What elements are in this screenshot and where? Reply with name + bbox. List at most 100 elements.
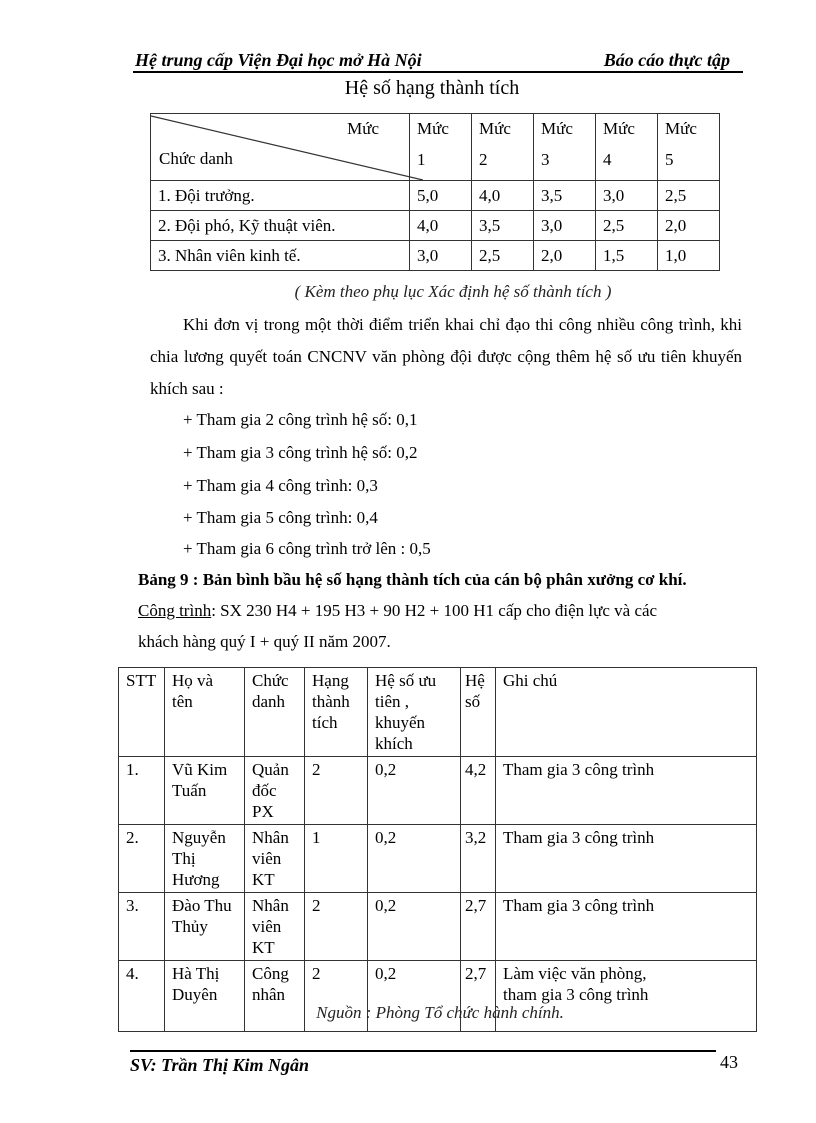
table-cell: Tham gia 3 công trình [495,824,757,893]
table-cell: 2 [304,892,368,961]
table-cell: Hạng thành tích [304,667,368,757]
table-cell: 5 [665,150,674,169]
table-cell: 3,2 [460,824,496,893]
table-cell: Quản đốc PX [244,756,305,825]
table-cell: 0,2 [367,824,461,893]
col-header: Mức 2 [471,113,534,181]
table-cell: Vũ Kim Tuấn [164,756,245,825]
table-row: 1. Đội trưởng. 5,0 4,0 3,5 3,0 2,5 [150,180,720,211]
bullet: + Tham gia 6 công trình trở lên : 0,5 [183,539,431,558]
coefficient-table: Mức Chức danh Mức 1 Mức 2 Mức 3 Mức 4 Mức 5 1… [150,113,720,271]
corner-bottom-label: Chức danh [159,149,233,168]
project-label: Công trình [138,601,212,620]
table-cell: Chức danh [244,667,305,757]
table-cell: 2,5 [595,210,658,241]
table-cell: Hệ số [460,667,496,757]
table-cell: Tham gia 3 công trình [495,892,757,961]
table-cell: 4. [118,960,165,1032]
table-cell: Mức [417,119,449,138]
table-cell: Mức [665,119,697,138]
table2-heading: Bảng 9 : Bản bình bầu hệ số hạng thành t… [138,570,687,589]
table-cell: 1,5 [595,240,658,271]
body-paragraph: Khi đơn vị trong một thời điểm triển kha… [150,315,742,398]
table-cell: 2 [304,756,368,825]
corner-top-label: Mức [347,119,379,138]
table-cell: 2 [304,960,368,1032]
table-cell: 3,5 [471,210,534,241]
bullet: + Tham gia 5 công trình: 0,4 [183,508,378,527]
table-cell: 3,0 [409,240,472,271]
table-cell: Mức [541,119,573,138]
table-cell: Nguyễn Thị Hương [164,824,245,893]
table-cell: Họ và tên [164,667,245,757]
header-right: Báo cáo thực tập [603,50,730,70]
table-cell: 0,2 [367,960,461,1032]
table-cell: 0,2 [367,892,461,961]
table-cell: 0,2 [367,756,461,825]
table-cell: 1 [417,150,426,169]
table-cell: 2,0 [657,210,720,241]
table-cell: 5,0 [409,180,472,211]
table-cell: Làm việc văn phòng, tham gia 3 công trìn… [495,960,757,1032]
footer-student: SV: Trần Thị Kim Ngân [130,1055,310,1075]
table-cell: 4,0 [471,180,534,211]
header-left: Hệ trung cấp Viện Đại học mở Hà Nội [135,50,422,70]
col-header: Mức 5 [657,113,720,181]
table-row: 3. Nhân viên kinh tế. 3,0 2,5 2,0 1,5 1,0 [150,240,720,271]
table-row: 4. Hà Thị Duyên Công nhân 2 0,2 2,7 Làm việc v… [118,960,757,1032]
project-text-2: khách hàng quý I + quý II năm 2007. [138,632,391,651]
table2-source: Nguồn : Phòng Tổ chức hành chính. [316,1003,564,1022]
table-cell: 2,5 [471,240,534,271]
table-cell: 3,0 [595,180,658,211]
footer-rule [130,1050,716,1052]
table-cell: Ghi chú [495,667,757,757]
corner-cell: Mức Chức danh [150,113,423,181]
page-number: 43 [720,1052,738,1072]
table-cell: 3 [541,150,550,169]
table-cell: Hệ số ưu tiên , khuyến khích [367,667,461,757]
table-cell: 2,5 [657,180,720,211]
table1-title: Hệ số hạng thành tích [344,77,520,99]
table-row: 3. Đào Thu Thủy Nhân viên KT 2 0,2 2,7 Tham gi… [118,892,757,961]
table-cell: 2,0 [533,240,596,271]
table-cell: Tham gia 3 công trình [495,756,757,825]
col-header: Mức 3 [533,113,596,181]
bullet: + Tham gia 4 công trình: 0,3 [183,476,378,495]
table-cell: 2. [118,824,165,893]
table-cell: Nhân viên KT [244,892,305,961]
table-cell: 4,0 [409,210,472,241]
table-cell: Mức [603,119,635,138]
table-cell: 3. [118,892,165,961]
table-cell: 3. Nhân viên kinh tế. [150,240,410,271]
table-cell: 4,2 [460,756,496,825]
col-header: Mức 1 [409,113,472,181]
header-rule [133,71,743,73]
table-cell: 2. Đội phó, Kỹ thuật viên. [150,210,410,241]
diagonal-line [151,115,423,181]
table-row: 2. Đội phó, Kỹ thuật viên. 4,0 3,5 3,0 2,5 2,… [150,210,720,241]
table-cell: 1. [118,756,165,825]
bullet: + Tham gia 3 công trình hệ số: 0,2 [183,443,418,462]
project-text: : SX 230 H4 + 195 H3 + 90 H2 + 100 H1 cấ… [211,601,658,620]
table-cell: Mức [479,119,511,138]
table-row: 2. Nguyễn Thị Hương Nhân viên KT 1 0,2 3,2 Tha… [118,824,757,893]
table-cell: 1. Đội trưởng. [150,180,410,211]
table-cell: 1,0 [657,240,720,271]
table-cell: Công nhân [244,960,305,1032]
table-cell: STT [118,667,165,757]
table-cell: 2 [479,150,488,169]
table-cell: Nhân viên KT [244,824,305,893]
table-cell: 3,5 [533,180,596,211]
table-cell: 4 [603,150,612,169]
table1-caption: ( Kèm theo phụ lục Xác định hệ số thành … [294,282,612,301]
table-row: 1. Vũ Kim Tuấn Quản đốc PX 2 0,2 4,2 Tham gia … [118,756,757,825]
table-cell: 1 [304,824,368,893]
table-cell: 2,7 [460,892,496,961]
table-cell: Đào Thu Thủy [164,892,245,961]
table-cell: 3,0 [533,210,596,241]
col-header: Mức 4 [595,113,658,181]
ranking-table: STT Họ và tên Chức danh Hạng thành tích Hệ s… [118,667,757,1032]
bullet: + Tham gia 2 công trình hệ số: 0,1 [183,410,418,429]
table-cell: 2,7 [460,960,496,1032]
table-header-row: STT Họ và tên Chức danh Hạng thành tích Hệ s… [118,667,757,757]
